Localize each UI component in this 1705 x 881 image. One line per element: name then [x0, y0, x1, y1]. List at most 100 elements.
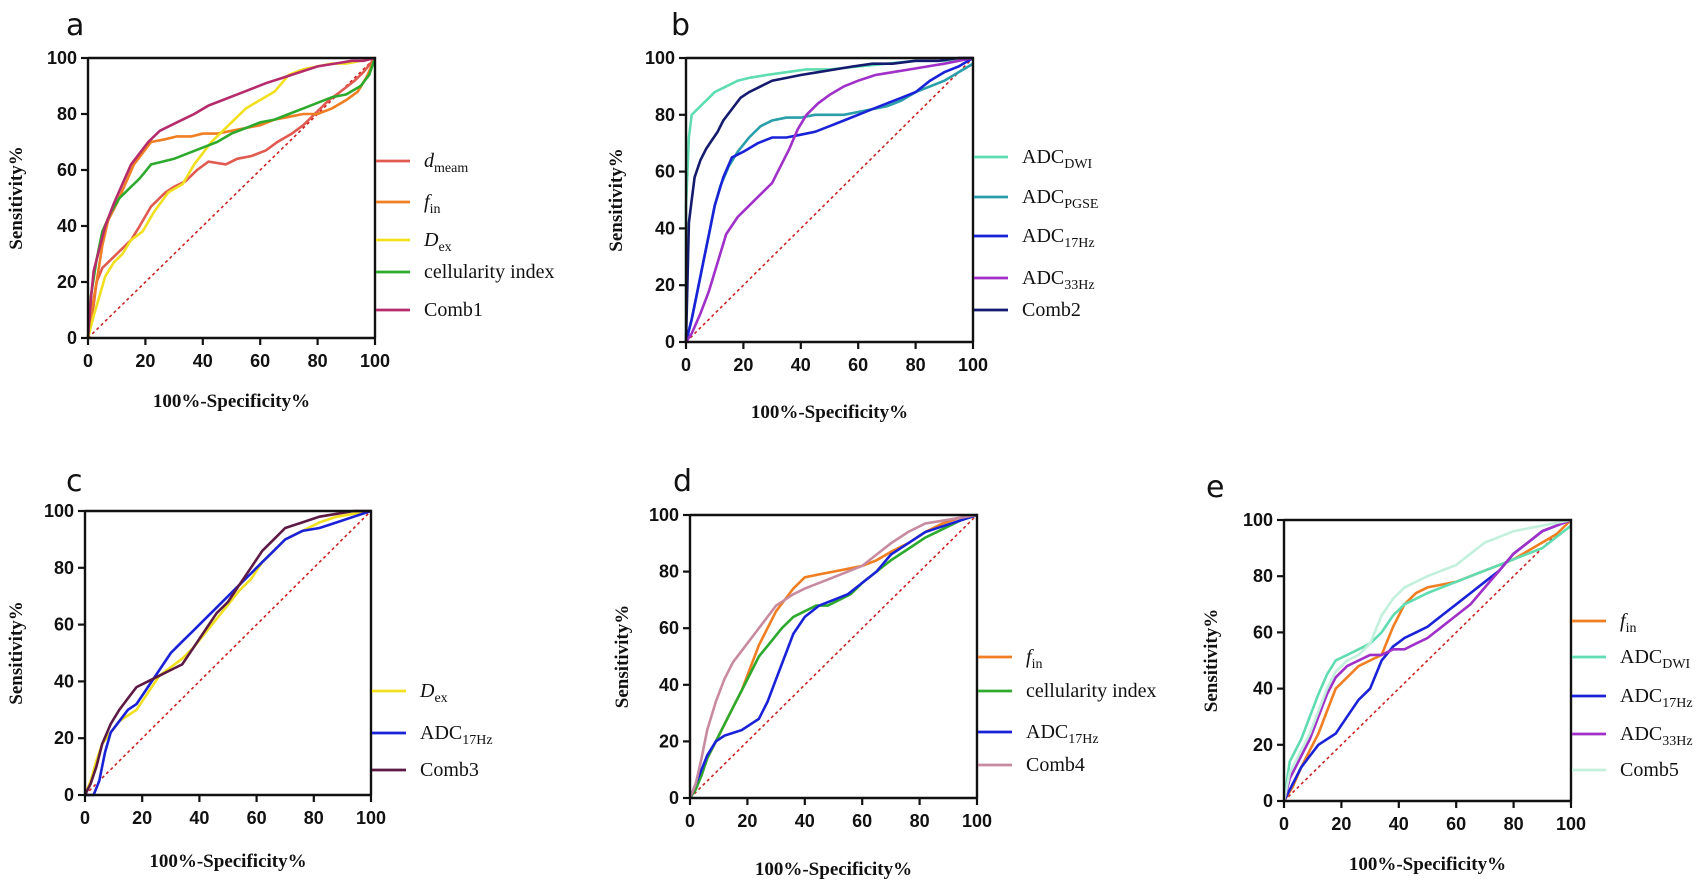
legend-label: Comb5 — [1620, 759, 1679, 781]
reference-line — [1283, 519, 1572, 802]
x-tick-label: 40 — [189, 808, 209, 828]
legend-label: cellularity index — [1026, 680, 1157, 702]
y-tick-label: 100 — [649, 505, 679, 525]
x-tick-label: 100 — [1556, 814, 1586, 834]
legend-label: ADC17Hz — [1022, 225, 1095, 251]
plot-frame — [690, 513, 979, 798]
plot-frame — [1284, 518, 1573, 801]
legend-label: Comb1 — [424, 299, 483, 321]
reference-line — [87, 57, 376, 339]
plot-frame — [88, 56, 377, 338]
legend-item: ADCDWI — [974, 146, 1093, 172]
legend-label: ADC17Hz — [1026, 721, 1099, 747]
panel-e: e 0 20 40 60 80 100 0 20 40 60 80 100 100%-Specificit… — [1201, 470, 1693, 875]
series-line-adc33hz — [1282, 518, 1572, 802]
plot-frame — [686, 56, 975, 342]
y-tick-label: 40 — [655, 218, 675, 238]
legend-label: ADC33Hz — [1620, 723, 1693, 749]
x-tick-label: 0 — [681, 355, 691, 375]
legend-item: Comb5 — [1572, 759, 1679, 781]
legend-label: ADC17Hz — [1620, 685, 1693, 711]
legend-label: Dex — [423, 229, 452, 255]
x-tick-label: 100 — [360, 351, 390, 371]
y-tick-label: 0 — [665, 332, 675, 352]
x-axis-title: 100%-Specificity% — [149, 851, 306, 872]
y-tick-label: 40 — [57, 216, 77, 236]
x-tick-label: 20 — [1331, 814, 1351, 834]
y-tick-label: 40 — [54, 671, 74, 691]
y-tick-label: 20 — [1253, 735, 1273, 755]
y-tick-label: 0 — [1263, 791, 1273, 811]
panel-letter: a — [66, 8, 84, 43]
series-line-adc17hz — [85, 509, 372, 797]
y-axis-title: Sensitivity% — [6, 146, 27, 249]
x-tick-label: 20 — [132, 808, 152, 828]
legend-item: dmeam — [376, 150, 468, 176]
y-tick-label: 60 — [54, 615, 74, 635]
y-tick-label: 80 — [655, 105, 675, 125]
x-axis-title: 100%-Specificity% — [755, 859, 912, 880]
series-line-adc17hz — [684, 56, 974, 343]
x-tick-label: 0 — [83, 351, 93, 371]
legend-label: Comb3 — [420, 759, 479, 781]
x-tick-label: 20 — [737, 811, 757, 831]
x-tick-label: 60 — [1446, 814, 1466, 834]
x-tick-label: 20 — [733, 355, 753, 375]
y-tick-label: 100 — [1243, 510, 1273, 530]
panel-letter: c — [66, 464, 83, 499]
x-tick-label: 0 — [685, 811, 695, 831]
x-tick-label: 40 — [795, 811, 815, 831]
y-axis-title: Sensitivity% — [1201, 609, 1222, 712]
y-tick-label: 80 — [659, 562, 679, 582]
series-line-comb2 — [684, 56, 973, 343]
x-tick-label: 80 — [910, 811, 930, 831]
legend-item: ADCDWI — [1572, 646, 1691, 672]
legend-label: Dex — [419, 680, 448, 706]
legend-label: ADC17Hz — [420, 722, 493, 748]
x-tick-label: 100 — [958, 355, 988, 375]
panel-letter: d — [673, 464, 692, 499]
legend-item: cellularity index — [376, 261, 555, 283]
legend-item: ADCPGSE — [974, 186, 1098, 212]
panel-letter: e — [1206, 470, 1224, 505]
reference-line — [685, 57, 974, 343]
y-tick-label: 80 — [54, 558, 74, 578]
x-tick-label: 100 — [962, 811, 992, 831]
legend-item: ADC17Hz — [974, 225, 1095, 251]
y-tick-label: 20 — [57, 272, 77, 292]
legend-item: ADC17Hz — [978, 721, 1099, 747]
series-line-adcpgse — [684, 62, 974, 343]
y-tick-label: 20 — [659, 731, 679, 751]
x-tick-label: 60 — [852, 811, 872, 831]
y-tick-label: 0 — [669, 788, 679, 808]
y-tick-label: 0 — [67, 328, 77, 348]
y-tick-label: 0 — [64, 785, 74, 805]
x-tick-label: 40 — [1389, 814, 1409, 834]
legend-label: cellularity index — [424, 261, 555, 283]
legend-label: fin — [424, 191, 440, 217]
y-tick-label: 60 — [57, 160, 77, 180]
x-tick-label: 20 — [135, 351, 155, 371]
x-tick-label: 80 — [1504, 814, 1524, 834]
series-line-comb5 — [1282, 518, 1572, 802]
legend-label: fin — [1620, 610, 1636, 636]
series-line-adcdwi — [1282, 524, 1572, 802]
y-tick-label: 80 — [1253, 566, 1273, 586]
legend-item: cellularity index — [978, 680, 1157, 702]
series-line-dmeam — [86, 57, 377, 339]
x-tick-label: 40 — [193, 351, 213, 371]
series-line-comb4 — [688, 513, 978, 799]
x-tick-label: 0 — [1279, 814, 1289, 834]
series-line-cellularity-index — [688, 513, 978, 799]
legend-item: ADC33Hz — [974, 267, 1095, 293]
x-axis-title: 100%-Specificity% — [1349, 854, 1506, 875]
y-tick-label: 40 — [1253, 679, 1273, 699]
y-tick-label: 20 — [54, 728, 74, 748]
y-tick-label: 60 — [1253, 622, 1273, 642]
legend-item: fin — [1572, 610, 1636, 636]
legend-item: ADC33Hz — [1572, 723, 1693, 749]
x-axis-title: 100%-Specificity% — [153, 391, 310, 412]
x-tick-label: 100 — [356, 808, 386, 828]
legend-item: Comb4 — [978, 754, 1085, 776]
y-tick-label: 80 — [57, 104, 77, 124]
